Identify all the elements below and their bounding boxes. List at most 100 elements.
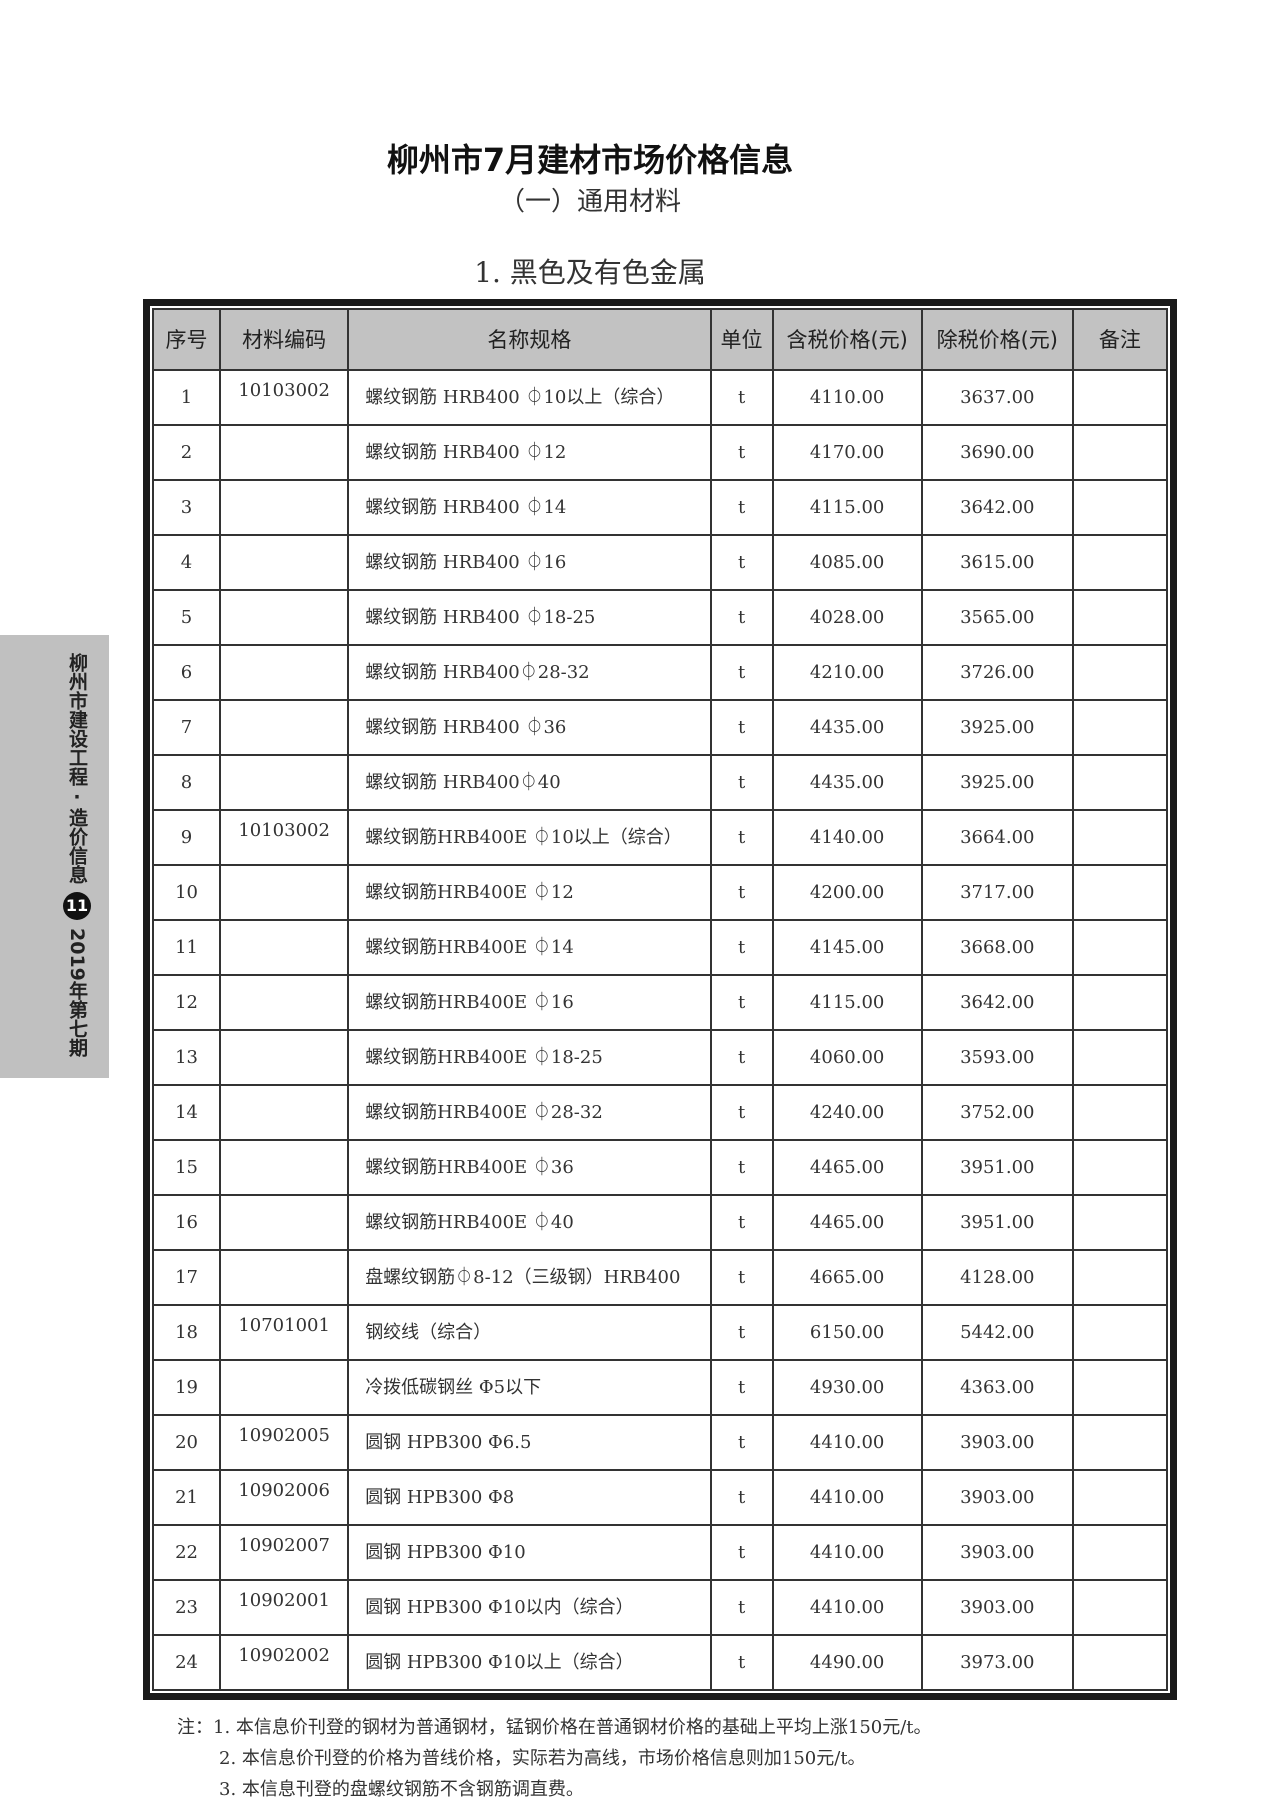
cell-code bbox=[219, 424, 350, 481]
cell-index: 7 bbox=[151, 699, 222, 756]
header-col-index: 序号 bbox=[151, 308, 222, 371]
page-number-badge: 11 bbox=[63, 892, 91, 920]
cell-remark bbox=[1071, 1414, 1169, 1471]
cell-remark bbox=[1071, 1084, 1169, 1141]
table-row: 9 10103002 螺纹钢筋HRB400E ⏀10以上（综合） t 4140.00 36… bbox=[151, 809, 1169, 866]
publication-name: 柳州市建设工程·造价信息 bbox=[66, 653, 88, 884]
cell-unit: t bbox=[709, 479, 774, 536]
cell-remark bbox=[1071, 1579, 1169, 1636]
cell-index: 14 bbox=[151, 1084, 222, 1141]
cell-remark bbox=[1071, 1029, 1169, 1086]
cell-index: 19 bbox=[151, 1359, 222, 1416]
cell-remark bbox=[1071, 644, 1169, 701]
cell-code bbox=[219, 534, 350, 591]
cell-code bbox=[219, 754, 350, 811]
cell-remark bbox=[1071, 424, 1169, 481]
cell-unit: t bbox=[709, 974, 774, 1031]
cell-index: 4 bbox=[151, 534, 222, 591]
cell-name-spec: 圆钢 HPB300 Φ8 bbox=[347, 1469, 712, 1526]
cell-price-notax: 3973.00 bbox=[920, 1634, 1074, 1691]
cell-price-notax: 3951.00 bbox=[920, 1194, 1074, 1251]
cell-remark bbox=[1071, 1194, 1169, 1251]
cell-price-tax: 4085.00 bbox=[771, 534, 923, 591]
cell-price-tax: 6150.00 bbox=[771, 1304, 923, 1361]
cell-index: 9 bbox=[151, 809, 222, 866]
cell-price-tax: 4170.00 bbox=[771, 424, 923, 481]
cell-code bbox=[219, 1359, 350, 1416]
price-table-frame: 序号 材料编码 名称规格 单位 含税价格(元) 除税价格(元) 备注 1 10103002 螺纹… bbox=[143, 299, 1177, 1700]
cell-remark bbox=[1071, 809, 1169, 866]
page-title: 柳州市7月建材市场价格信息 bbox=[386, 141, 794, 179]
cell-unit: t bbox=[709, 864, 774, 921]
cell-unit: t bbox=[709, 1084, 774, 1141]
cell-index: 15 bbox=[151, 1139, 222, 1196]
cell-index: 1 bbox=[151, 369, 222, 426]
cell-unit: t bbox=[709, 1249, 774, 1306]
side-tab-text: 柳州市建设工程·造价信息 11 2019年第七期 bbox=[60, 635, 94, 1075]
main-content: 序号 材料编码 名称规格 单位 含税价格(元) 除税价格(元) 备注 1 10103002 螺纹… bbox=[143, 299, 1177, 1805]
cell-price-tax: 4115.00 bbox=[771, 974, 923, 1031]
cell-code bbox=[219, 644, 350, 701]
note-1: 注：1. 本信息价刊登的钢材为普通钢材，锰钢价格在普通钢材价格的基础上平均上涨1… bbox=[177, 1717, 932, 1738]
cell-price-notax: 3903.00 bbox=[920, 1469, 1074, 1526]
cell-index: 5 bbox=[151, 589, 222, 646]
cell-code bbox=[219, 1084, 350, 1141]
cell-name-spec: 螺纹钢筋 HRB400 ⏀18-25 bbox=[347, 589, 712, 646]
cell-name-spec: 螺纹钢筋 HRB400 ⏀12 bbox=[347, 424, 712, 481]
table-row: 13 螺纹钢筋HRB400E ⏀18-25 t 4060.00 3593.00 bbox=[151, 1029, 1169, 1086]
table-row: 19 冷拨低碳钢丝 Φ5以下 t 4930.00 4363.00 bbox=[151, 1359, 1169, 1416]
header-col-unit: 单位 bbox=[709, 308, 774, 371]
cell-price-tax: 4435.00 bbox=[771, 754, 923, 811]
note-3: 3. 本信息刊登的盘螺纹钢筋不含钢筋调直费。 bbox=[219, 1779, 584, 1800]
cell-price-notax: 3903.00 bbox=[920, 1414, 1074, 1471]
cell-unit: t bbox=[709, 424, 774, 481]
cell-code bbox=[219, 479, 350, 536]
table-row: 18 10701001 钢绞线（综合） t 6150.00 5442.00 bbox=[151, 1304, 1169, 1361]
cell-name-spec: 圆钢 HPB300 Φ10 bbox=[347, 1524, 712, 1581]
table-row: 8 螺纹钢筋 HRB400⏀40 t 4435.00 3925.00 bbox=[151, 754, 1169, 811]
cell-name-spec: 螺纹钢筋 HRB400 ⏀14 bbox=[347, 479, 712, 536]
cell-price-notax: 4363.00 bbox=[920, 1359, 1074, 1416]
cell-price-notax: 3615.00 bbox=[920, 534, 1074, 591]
cell-unit: t bbox=[709, 1469, 774, 1526]
cell-price-tax: 4210.00 bbox=[771, 644, 923, 701]
cell-price-notax: 3664.00 bbox=[920, 809, 1074, 866]
table-row: 1 10103002 螺纹钢筋 HRB400 ⏀10以上（综合） t 4110.00 36… bbox=[151, 369, 1169, 426]
cell-name-spec: 螺纹钢筋 HRB400⏀28-32 bbox=[347, 644, 712, 701]
cell-unit: t bbox=[709, 589, 774, 646]
cell-name-spec: 螺纹钢筋HRB400E ⏀14 bbox=[347, 919, 712, 976]
cell-remark bbox=[1071, 864, 1169, 921]
cell-price-tax: 4435.00 bbox=[771, 699, 923, 756]
table-row: 22 10902007 圆钢 HPB300 Φ10 t 4410.00 3903.00 bbox=[151, 1524, 1169, 1581]
cell-index: 12 bbox=[151, 974, 222, 1031]
table-row: 23 10902001 圆钢 HPB300 Φ10以内（综合） t 4410.00 390… bbox=[151, 1579, 1169, 1636]
cell-code bbox=[219, 1249, 350, 1306]
cell-index: 21 bbox=[151, 1469, 222, 1526]
cell-remark bbox=[1071, 479, 1169, 536]
cell-price-notax: 3951.00 bbox=[920, 1139, 1074, 1196]
cell-index: 16 bbox=[151, 1194, 222, 1251]
header-col-price-notax: 除税价格(元) bbox=[920, 308, 1074, 371]
cell-index: 8 bbox=[151, 754, 222, 811]
cell-unit: t bbox=[709, 1139, 774, 1196]
cell-name-spec: 螺纹钢筋 HRB400 ⏀10以上（综合） bbox=[347, 369, 712, 426]
cell-code: 10701001 bbox=[219, 1304, 350, 1361]
cell-unit: t bbox=[709, 644, 774, 701]
table-row: 17 盘螺纹钢筋⏀8-12（三级钢）HRB400 t 4665.00 4128.00 bbox=[151, 1249, 1169, 1306]
cell-name-spec: 钢绞线（综合） bbox=[347, 1304, 712, 1361]
cell-name-spec: 螺纹钢筋 HRB400 ⏀36 bbox=[347, 699, 712, 756]
cell-name-spec: 螺纹钢筋HRB400E ⏀16 bbox=[347, 974, 712, 1031]
cell-code: 10902002 bbox=[219, 1634, 350, 1691]
cell-price-notax: 5442.00 bbox=[920, 1304, 1074, 1361]
cell-price-notax: 3752.00 bbox=[920, 1084, 1074, 1141]
cell-remark bbox=[1071, 974, 1169, 1031]
note-2: 2. 本信息价刊登的价格为普线价格，实际若为高线，市场价格信息则加150元/t。 bbox=[219, 1748, 866, 1769]
cell-code bbox=[219, 1194, 350, 1251]
cell-price-tax: 4060.00 bbox=[771, 1029, 923, 1086]
cell-price-tax: 4110.00 bbox=[771, 369, 923, 426]
section-heading: 1. 黑色及有色金属 bbox=[474, 256, 706, 289]
header-col-name-spec: 名称规格 bbox=[347, 308, 712, 371]
table-row: 15 螺纹钢筋HRB400E ⏀36 t 4465.00 3951.00 bbox=[151, 1139, 1169, 1196]
cell-code bbox=[219, 699, 350, 756]
cell-price-tax: 4115.00 bbox=[771, 479, 923, 536]
